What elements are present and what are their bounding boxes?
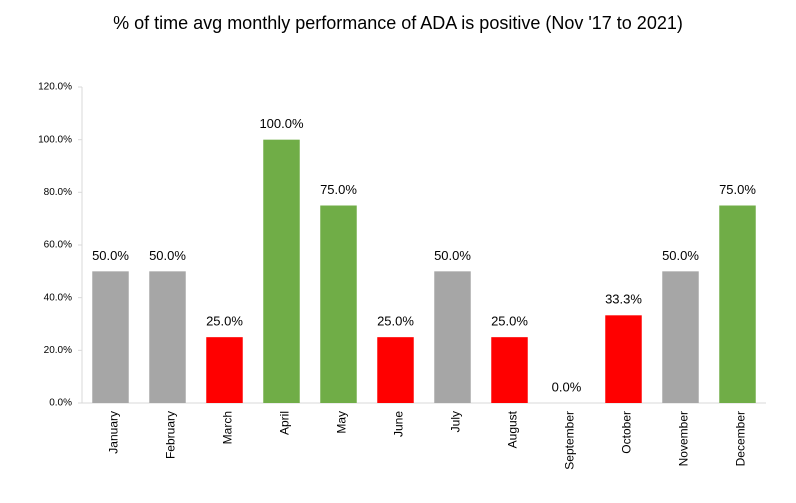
x-tick-label: November <box>677 411 691 466</box>
x-tick-label: June <box>392 411 406 437</box>
data-label: 25.0% <box>491 314 528 329</box>
data-label: 50.0% <box>434 248 471 263</box>
data-label: 50.0% <box>92 248 129 263</box>
x-tick-label: September <box>563 411 577 470</box>
bar <box>377 337 414 403</box>
x-tick-label: April <box>278 411 292 435</box>
y-tick-label: 40.0% <box>44 292 72 303</box>
y-tick-label: 0.0% <box>49 398 72 409</box>
x-tick-label: July <box>449 411 463 432</box>
data-label: 75.0% <box>320 182 357 197</box>
data-label: 50.0% <box>149 248 186 263</box>
y-tick-label: 60.0% <box>44 240 72 251</box>
x-tick-label: February <box>164 411 178 459</box>
y-tick-label: 80.0% <box>44 187 72 198</box>
data-label: 75.0% <box>719 182 756 197</box>
data-label: 25.0% <box>377 314 414 329</box>
data-label: 0.0% <box>552 379 582 394</box>
bar <box>719 205 756 403</box>
chart-title: % of time avg monthly performance of ADA… <box>113 13 683 33</box>
bar <box>92 271 129 403</box>
y-tick-label: 20.0% <box>44 345 72 356</box>
x-tick-label: May <box>335 411 349 434</box>
x-tick-label: January <box>107 411 121 454</box>
bar <box>206 337 243 403</box>
bar <box>662 271 699 403</box>
bar <box>149 271 186 403</box>
bar <box>434 271 471 403</box>
data-label: 25.0% <box>206 314 243 329</box>
bar <box>605 315 642 403</box>
bar <box>263 139 300 403</box>
bar <box>491 337 528 403</box>
data-label: 100.0% <box>259 116 304 131</box>
data-label: 50.0% <box>662 248 699 263</box>
x-tick-label: December <box>734 411 748 466</box>
x-tick-label: October <box>620 411 634 454</box>
x-tick-label: August <box>506 410 520 448</box>
y-tick-label: 120.0% <box>38 82 72 93</box>
y-tick-label: 100.0% <box>38 134 72 145</box>
bar <box>320 205 357 403</box>
data-label: 33.3% <box>605 292 642 307</box>
x-tick-label: March <box>221 411 235 444</box>
